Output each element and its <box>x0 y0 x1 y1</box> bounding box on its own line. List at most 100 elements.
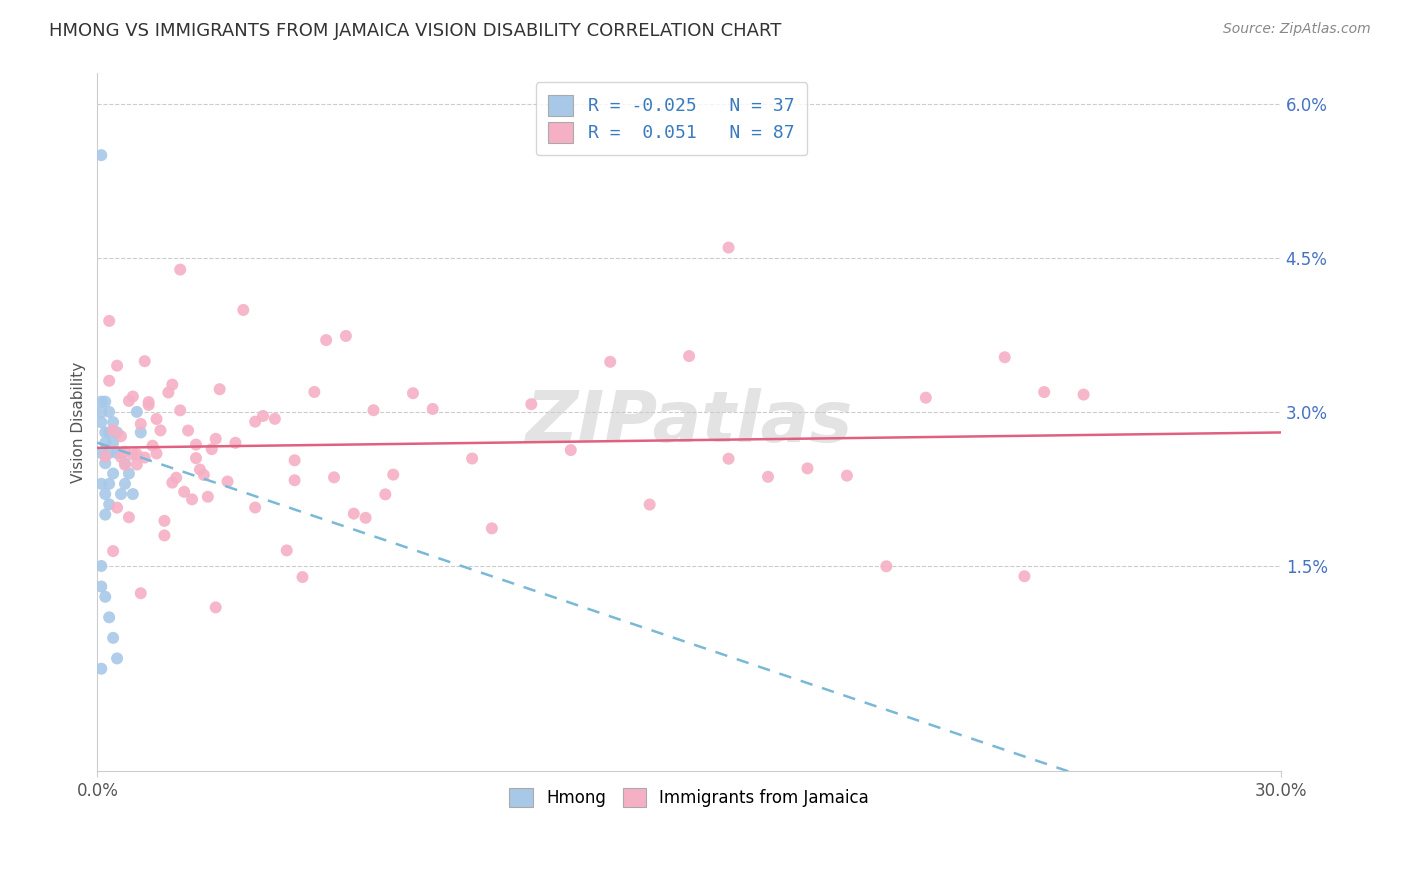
Y-axis label: Vision Disability: Vision Disability <box>72 361 86 483</box>
Point <box>717 241 740 255</box>
Point <box>181 492 204 507</box>
Legend: Hmong, Immigrants from Jamaica: Hmong, Immigrants from Jamaica <box>501 780 877 815</box>
Point <box>98 476 121 491</box>
Point <box>94 450 117 464</box>
Point <box>343 507 366 521</box>
Point <box>101 544 124 558</box>
Point <box>217 475 239 489</box>
Point <box>173 484 195 499</box>
Point <box>169 403 191 417</box>
Point <box>98 374 121 388</box>
Point <box>264 412 287 426</box>
Point <box>110 487 132 501</box>
Point <box>114 444 136 458</box>
Point <box>94 508 117 522</box>
Point <box>481 521 503 535</box>
Point <box>994 351 1017 365</box>
Point <box>875 559 897 574</box>
Point <box>90 476 112 491</box>
Point <box>94 425 117 440</box>
Point <box>717 451 740 466</box>
Text: ZIPatlas: ZIPatlas <box>526 388 853 457</box>
Point <box>638 498 661 512</box>
Point <box>243 415 266 429</box>
Point <box>145 446 167 460</box>
Text: Source: ZipAtlas.com: Source: ZipAtlas.com <box>1223 22 1371 37</box>
Point <box>284 453 307 467</box>
Text: HMONG VS IMMIGRANTS FROM JAMAICA VISION DISABILITY CORRELATION CHART: HMONG VS IMMIGRANTS FROM JAMAICA VISION … <box>49 22 782 40</box>
Point <box>90 148 112 162</box>
Point <box>252 409 274 423</box>
Point <box>101 435 124 450</box>
Point <box>157 385 180 400</box>
Point <box>90 580 112 594</box>
Point <box>98 497 121 511</box>
Point <box>90 405 112 419</box>
Point <box>105 500 128 515</box>
Point <box>153 528 176 542</box>
Point <box>520 397 543 411</box>
Point <box>204 600 226 615</box>
Point <box>134 450 156 465</box>
Point <box>125 405 148 419</box>
Point <box>138 395 160 409</box>
Point <box>138 398 160 412</box>
Point <box>114 456 136 470</box>
Point <box>98 314 121 328</box>
Point <box>914 391 936 405</box>
Point <box>315 333 337 347</box>
Point <box>129 586 152 600</box>
Point <box>105 359 128 373</box>
Point <box>201 442 224 457</box>
Point <box>98 446 121 460</box>
Point <box>835 468 858 483</box>
Point <box>1073 387 1095 401</box>
Point <box>232 302 254 317</box>
Point <box>118 510 141 524</box>
Point <box>204 432 226 446</box>
Point <box>304 384 326 399</box>
Point <box>110 450 132 464</box>
Point <box>1014 569 1036 583</box>
Point <box>422 401 444 416</box>
Point <box>402 386 425 401</box>
Point <box>118 393 141 408</box>
Point <box>197 490 219 504</box>
Point <box>134 354 156 368</box>
Point <box>121 487 143 501</box>
Point <box>98 425 121 440</box>
Point <box>461 451 484 466</box>
Point <box>125 447 148 461</box>
Point <box>1033 385 1056 400</box>
Point <box>129 425 152 440</box>
Point <box>129 417 152 431</box>
Point <box>291 570 314 584</box>
Point <box>101 467 124 481</box>
Point <box>94 394 117 409</box>
Point <box>162 377 184 392</box>
Point <box>193 467 215 482</box>
Point <box>125 458 148 472</box>
Point <box>110 429 132 443</box>
Point <box>90 662 112 676</box>
Point <box>354 511 377 525</box>
Point <box>678 349 700 363</box>
Point <box>101 631 124 645</box>
Point <box>94 487 117 501</box>
Point <box>94 435 117 450</box>
Point <box>335 329 357 343</box>
Point <box>599 355 621 369</box>
Point <box>105 651 128 665</box>
Point <box>165 471 187 485</box>
Point <box>101 415 124 429</box>
Point <box>153 514 176 528</box>
Point <box>756 470 779 484</box>
Point <box>796 461 818 475</box>
Point <box>208 382 231 396</box>
Point <box>90 446 112 460</box>
Point <box>188 462 211 476</box>
Point <box>110 446 132 460</box>
Point <box>224 435 246 450</box>
Point <box>118 467 141 481</box>
Point <box>114 476 136 491</box>
